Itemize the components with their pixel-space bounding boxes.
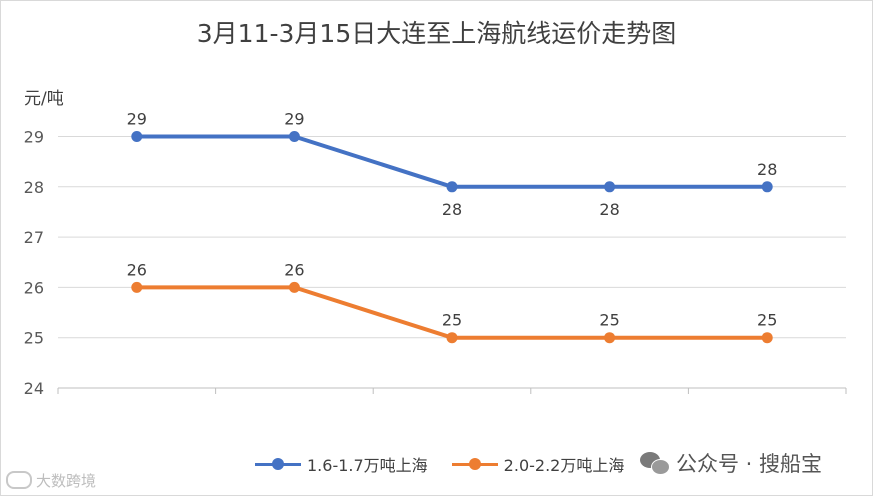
watermark-text: 大数跨境 bbox=[36, 471, 97, 490]
series-1-data-label-5: 28 bbox=[757, 160, 777, 179]
series-1-data-label-3: 28 bbox=[442, 200, 462, 219]
chart-legend: 1.6-1.7万吨上海 2.0-2.2万吨上海 bbox=[255, 452, 624, 476]
series-2-data-label-5: 25 bbox=[757, 311, 777, 330]
series-1-line bbox=[134, 134, 770, 189]
series-2-data-label-4: 25 bbox=[599, 311, 619, 330]
series-2-point-3 bbox=[446, 332, 458, 344]
wechat-account-text: 公众号 · 搜船宝 bbox=[676, 452, 823, 476]
y-tick-label-29: 29 bbox=[24, 128, 44, 147]
series-2-point-5 bbox=[761, 332, 773, 344]
y-axis-unit-label: 元/吨 bbox=[24, 89, 64, 109]
series-1-data-label-2: 29 bbox=[284, 110, 304, 129]
legend-label-series-2: 2.0-2.2万吨上海 bbox=[503, 456, 625, 475]
y-tick-label-24: 24 bbox=[24, 379, 44, 398]
series-1-data-label-1: 29 bbox=[127, 110, 147, 129]
y-tick-label-27: 27 bbox=[24, 228, 44, 247]
series-2-point-1 bbox=[131, 281, 143, 293]
y-tick-label-25: 25 bbox=[24, 329, 44, 348]
legend-item-series-2: 2.0-2.2万吨上海 bbox=[451, 452, 625, 476]
series-2-point-4 bbox=[604, 332, 616, 344]
series-1-point-5 bbox=[761, 181, 773, 193]
series-1-data-label-4: 28 bbox=[599, 200, 619, 219]
legend-label-series-1: 1.6-1.7万吨上海 bbox=[307, 456, 428, 475]
watermark: 大数跨境 bbox=[6, 468, 96, 492]
series-2-data-label-2: 26 bbox=[284, 260, 304, 279]
legend-swatch-series-2 bbox=[451, 454, 498, 474]
watermark-icon bbox=[6, 471, 32, 489]
wechat-account-badge: 公众号 · 搜船宝 bbox=[640, 449, 822, 477]
series-1-point-1 bbox=[131, 131, 143, 142]
series-1-point-3 bbox=[446, 181, 458, 193]
chart-title: 3月11-3月15日大连至上海航线运价走势图 bbox=[196, 19, 677, 48]
series-1-point-2 bbox=[288, 131, 300, 142]
wechat-icon bbox=[640, 450, 670, 476]
y-tick-label-26: 26 bbox=[24, 278, 44, 297]
legend-item-series-1: 1.6-1.7万吨上海 bbox=[255, 452, 428, 476]
series-2-point-2 bbox=[288, 281, 300, 293]
series-2-data-label-1: 26 bbox=[127, 260, 147, 279]
series-2-data-label-3: 25 bbox=[442, 311, 462, 330]
y-tick-label-28: 28 bbox=[24, 178, 44, 197]
legend-swatch-series-1 bbox=[255, 454, 301, 474]
series-1-point-4 bbox=[604, 181, 616, 193]
